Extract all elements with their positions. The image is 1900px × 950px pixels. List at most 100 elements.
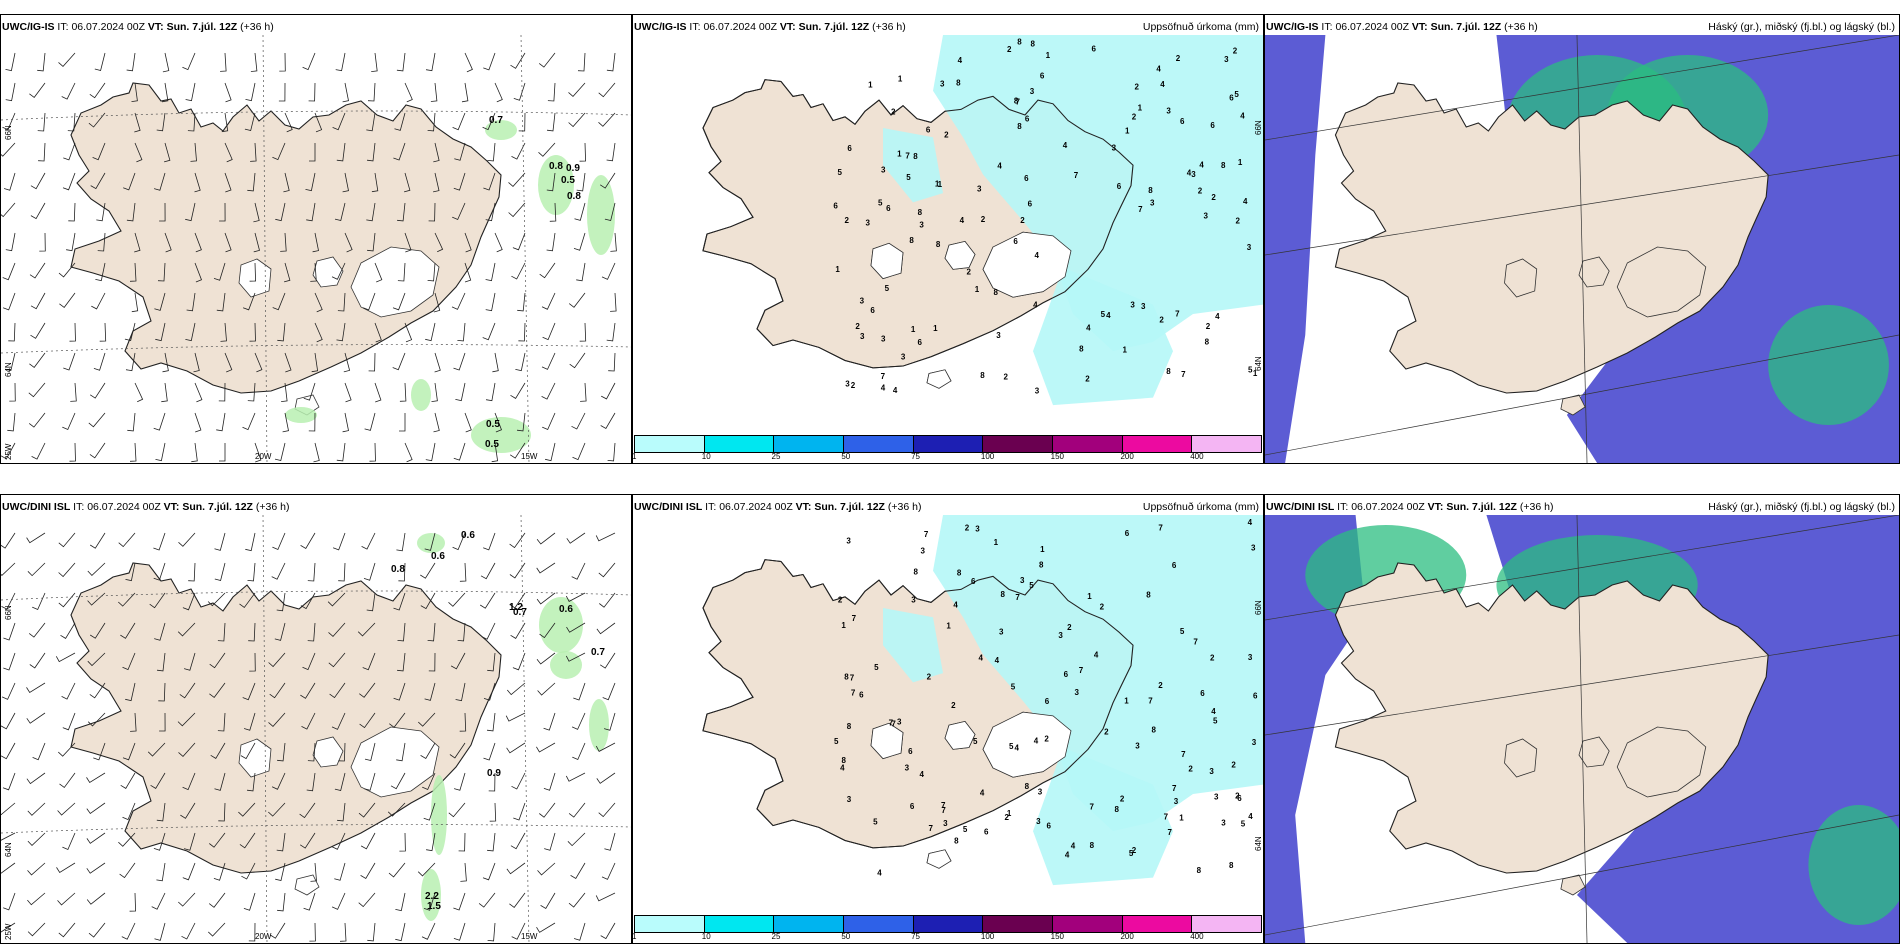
colorbar-tick-label: 75 (911, 452, 921, 461)
model-name: UWC/IG-IS (634, 21, 687, 33)
station-value: 4 (877, 868, 882, 877)
wind-barb (404, 322, 413, 343)
wind-barb (395, 922, 406, 942)
colorbar-tick-label: 100 (980, 932, 995, 941)
precip-value-label: 0.6 (431, 551, 445, 562)
wind-barb (155, 442, 166, 462)
wind-barb (423, 892, 436, 911)
wind-barb (32, 742, 46, 761)
wind-barb (207, 592, 226, 607)
wind-barb (433, 172, 440, 193)
glacier (1616, 246, 1707, 318)
wind-barb (366, 202, 376, 222)
graticule (1265, 35, 1899, 463)
wind-barb (331, 262, 346, 280)
axis-label: 20W (255, 452, 272, 461)
wind-barb (453, 892, 466, 911)
wind-barb (3, 892, 16, 911)
station-value: 2 (1132, 112, 1137, 121)
station-value: 2 (1120, 795, 1125, 804)
wind-barb (369, 442, 376, 462)
wind-barb (1, 682, 16, 700)
wind-barb (364, 742, 376, 761)
station-value: 4 (1094, 650, 1099, 659)
wind-barb (134, 142, 143, 163)
wind-barb (404, 232, 412, 253)
wind-barb (194, 232, 202, 253)
wind-barb (310, 862, 317, 882)
wind-barb (599, 172, 616, 189)
colorbar-ticks: 1 10 25 50 75 100 150 200 400 (633, 932, 1262, 942)
station-value: 7 (1015, 593, 1020, 602)
wind-barb (485, 382, 496, 402)
wind-barb (69, 322, 76, 342)
wind-barb (546, 172, 556, 192)
map-area[interactable]: 0.7 0.8 0.9 0.5 0.8 0.5 0.5 66N 64N 25W 20W 15W (1, 35, 631, 463)
colorbar-tick-label: 150 (1050, 452, 1065, 461)
station-value: 8 (844, 672, 849, 681)
wind-barb (337, 802, 346, 822)
station-value: 6 (918, 338, 923, 347)
wind-barb (193, 352, 200, 373)
wind-barb (26, 532, 46, 544)
wind-barb (393, 682, 406, 701)
map-area[interactable] (1265, 35, 1899, 463)
station-value: 8 (1079, 345, 1084, 354)
wind-barb (452, 532, 466, 551)
graticule (1, 515, 631, 943)
wind-barb (37, 112, 46, 132)
glacier (1504, 738, 1538, 778)
station-value: 6 (926, 125, 931, 134)
station-value: 4 (1063, 141, 1068, 150)
station-value: 4 (1071, 841, 1076, 850)
wind-barb (239, 592, 256, 609)
wind-barb (93, 352, 106, 371)
wind-barb (397, 262, 406, 282)
colorbar-tick-label: 25 (771, 452, 781, 461)
wind-barb (181, 922, 196, 940)
map-area[interactable]: 0.6 0.8 0.6 1.2 0.7 0.6 0.7 0.9 2.2 1.5 66N 64N 25W 2… (1, 515, 631, 943)
wind-barb (277, 742, 286, 762)
wind-barb (8, 322, 16, 342)
glacier (1578, 256, 1610, 288)
wind-barb (579, 322, 587, 342)
wind-barb (268, 712, 286, 727)
wind-barb (159, 712, 166, 732)
wind-barb (390, 772, 406, 790)
station-value: 7 (928, 824, 933, 833)
station-value: 2 (1210, 653, 1215, 662)
wind-barb (457, 322, 466, 342)
map-area[interactable] (1265, 515, 1899, 943)
wind-barb (185, 322, 196, 342)
colorbar-swatches (634, 915, 1262, 933)
wind-barb (543, 772, 556, 791)
wind-barb (28, 382, 46, 398)
wind-barb (422, 772, 436, 791)
init-time: 06.07.2024 00Z (703, 21, 777, 33)
station-value: 4 (1106, 311, 1111, 320)
station-value: 1 (911, 325, 916, 334)
colorbar-swatch (1192, 436, 1262, 452)
wind-barb (1, 712, 16, 730)
wind-barb (224, 172, 232, 193)
station-value: 2 (927, 673, 932, 682)
wind-barb (27, 562, 46, 577)
init-time: 06.07.2024 00Z (1335, 21, 1409, 33)
station-value: 1 (1087, 592, 1092, 601)
wind-barb (309, 922, 316, 942)
wind-barb (182, 772, 196, 791)
wind-barb (180, 802, 196, 819)
wind-barb (464, 232, 472, 253)
wind-barb (388, 862, 406, 878)
wind-barb (1, 802, 16, 816)
wind-barb (464, 52, 473, 73)
station-value: 4 (1199, 160, 1204, 169)
station-value: 2 (1004, 372, 1009, 381)
wind-barb (302, 652, 316, 671)
station-value: 2 (1233, 47, 1238, 56)
station-value: 5 (1129, 849, 1134, 858)
wind-barb (342, 82, 349, 103)
wind-barb (453, 772, 466, 791)
